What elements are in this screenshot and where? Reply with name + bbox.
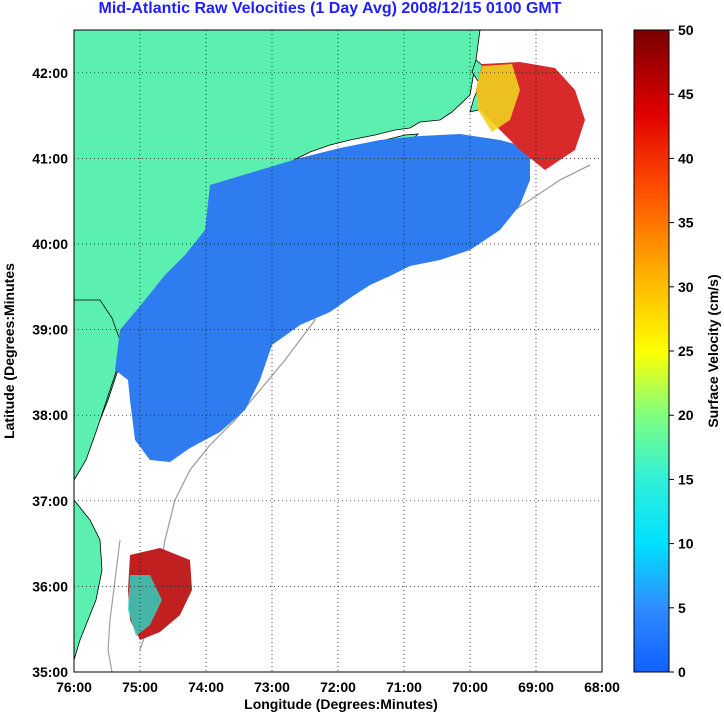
colorbar-tick-label: 25 <box>678 343 694 359</box>
y-tick-label: 35:00 <box>32 664 68 680</box>
x-tick-label: 71:00 <box>386 679 422 695</box>
y-axis-label: Latitude (Degrees:Minutes <box>1 263 17 439</box>
colorbar-tick-label: 5 <box>678 600 686 616</box>
colorbar-tick-label: 20 <box>678 407 694 423</box>
x-tick-labels: 76:00 75:00 74:00 73:00 72:00 71:00 70:00 69:00… <box>56 679 620 695</box>
y-tick-label: 38:00 <box>32 407 68 423</box>
x-tick-label: 76:00 <box>56 679 92 695</box>
colorbar-tick-labels: 0 5 10 15 20 25 30 35 40 45 50 <box>669 22 694 680</box>
colorbar-tick-label: 15 <box>678 471 694 487</box>
grid-lines <box>74 30 602 672</box>
map-title: Mid-Atlantic Raw Velocities (1 Day Avg) … <box>98 0 562 17</box>
colorbar-gradient <box>633 29 670 673</box>
y-tick-label: 36:00 <box>32 578 68 594</box>
x-tick-label: 74:00 <box>188 679 224 695</box>
x-tick-label: 72:00 <box>320 679 356 695</box>
colorbar-tick-label: 30 <box>678 279 694 295</box>
x-tick-label: 75:00 <box>122 679 158 695</box>
land-carolina <box>74 499 103 661</box>
x-tick-label: 68:00 <box>584 679 620 695</box>
colorbar-tick-label: 45 <box>678 86 694 102</box>
y-tick-label: 42:00 <box>32 65 68 81</box>
colorbar-label: Surface Velocity (cm/s) <box>705 274 721 427</box>
y-tick-label: 39:00 <box>32 322 68 338</box>
y-tick-label: 40:00 <box>32 236 68 252</box>
x-axis-label: Longitude (Degrees:Minutes) <box>244 696 438 712</box>
y-tick-labels: 35:00 36:00 37:00 38:00 39:00 40:00 41:00 42:00 <box>32 65 68 680</box>
isobath-contour-3 <box>107 539 121 672</box>
y-tick-label: 37:00 <box>32 493 68 509</box>
colorbar-tick-label: 35 <box>678 215 694 231</box>
colorbar-tick-label: 40 <box>678 150 694 166</box>
colorbar-tick-label: 50 <box>678 22 694 38</box>
velocity-field-nantucket-yellow <box>476 64 520 132</box>
velocity-field-hatteras-low <box>128 575 162 636</box>
y-tick-label: 41:00 <box>32 150 68 166</box>
x-tick-label: 70:00 <box>452 679 488 695</box>
velocity-field-main <box>115 134 530 462</box>
colorbar-tick-label: 10 <box>678 536 694 552</box>
x-tick-label: 73:00 <box>254 679 290 695</box>
colorbar-tick-label: 0 <box>678 664 686 680</box>
x-tick-label: 69:00 <box>518 679 554 695</box>
plot-frame <box>73 29 603 673</box>
